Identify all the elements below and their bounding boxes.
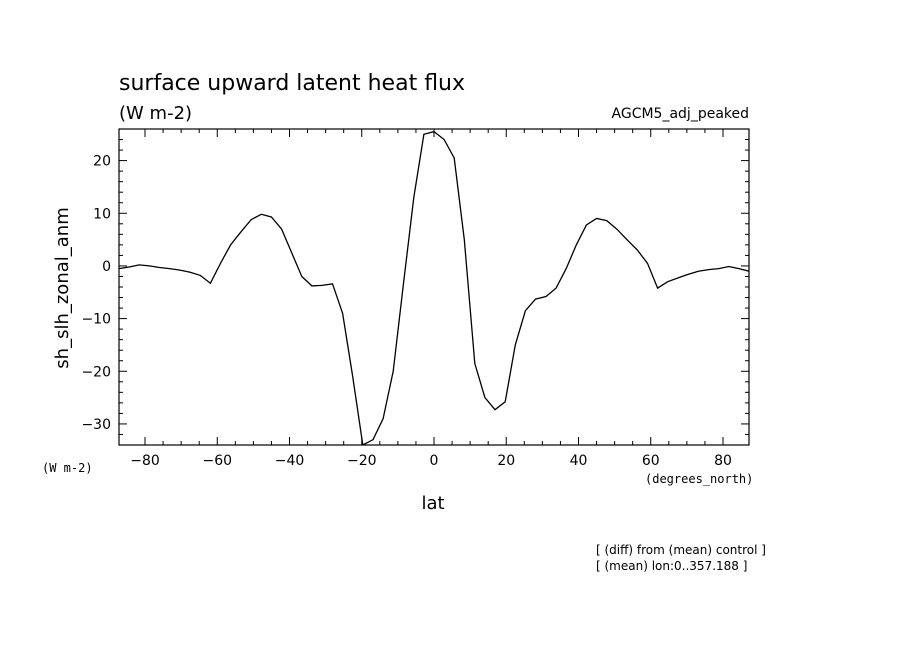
series-line bbox=[119, 130, 749, 445]
y-tick-label: 10 bbox=[93, 206, 111, 222]
plot-area: −80 −60 −40 −20 0 20 40 60 80 −30 −20 −10 0 10 20 bbox=[81, 128, 750, 469]
x-tick-label: 40 bbox=[570, 453, 588, 469]
plot-frame bbox=[118, 128, 750, 446]
chart-title: surface upward latent heat flux bbox=[119, 71, 465, 96]
x-tick-label: 20 bbox=[497, 453, 515, 469]
y-axis-label: sh_slh_zonal_anm bbox=[52, 207, 73, 368]
y-tick-label: −20 bbox=[81, 364, 111, 380]
x-axis-label: lat bbox=[421, 493, 444, 514]
y-tick-label: −10 bbox=[81, 312, 111, 328]
x-tick-label: −60 bbox=[202, 453, 232, 469]
note-diff: [ (diff) from (mean) control ] bbox=[596, 543, 766, 557]
y-tick-label: 0 bbox=[102, 259, 111, 275]
note-mean: [ (mean) lon:0..357.188 ] bbox=[596, 559, 747, 573]
x-tick-label: −80 bbox=[130, 453, 160, 469]
x-tick-label: 60 bbox=[642, 453, 660, 469]
x-units-label: (degrees_north) bbox=[645, 472, 753, 486]
y-units-label: (W m-2) bbox=[42, 461, 93, 475]
experiment-label: AGCM5_adj_peaked bbox=[612, 106, 749, 122]
x-tick-label: 0 bbox=[430, 453, 439, 469]
chart-units: (W m-2) bbox=[119, 103, 192, 124]
x-tick-label: −20 bbox=[347, 453, 377, 469]
x-tick-label: −40 bbox=[275, 453, 305, 469]
y-tick-label: 20 bbox=[93, 154, 111, 170]
y-tick-label: −30 bbox=[81, 417, 111, 433]
x-tick-label: 80 bbox=[714, 453, 732, 469]
